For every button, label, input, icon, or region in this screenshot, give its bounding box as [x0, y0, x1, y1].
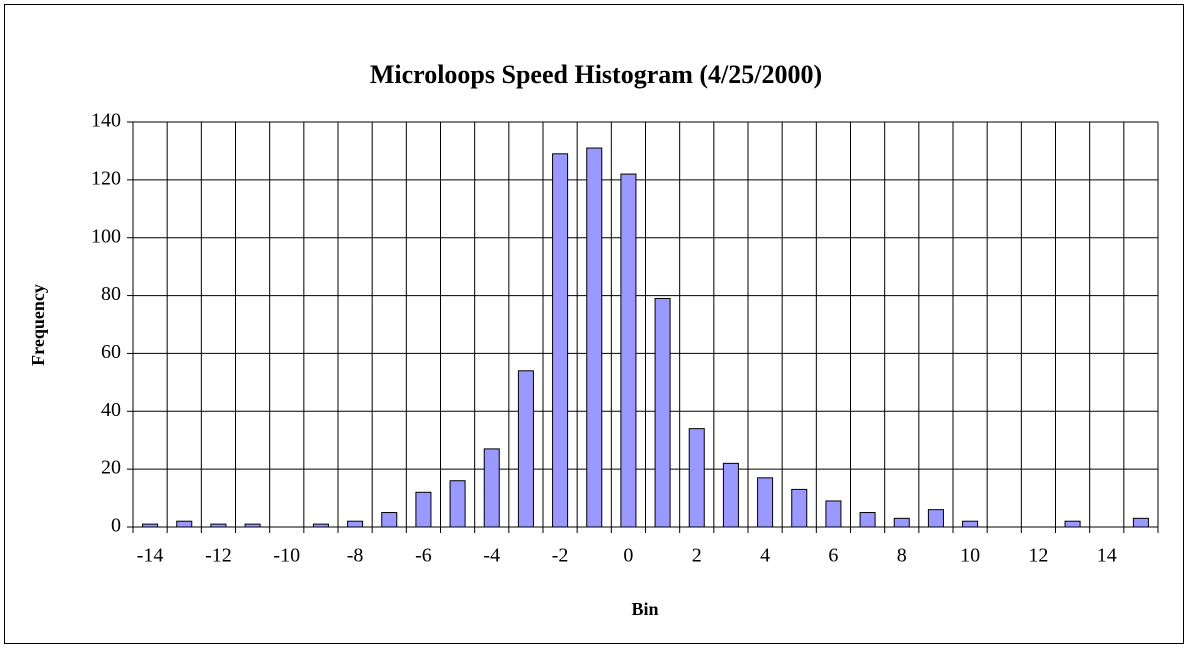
- x-tick-label: -2: [552, 545, 569, 567]
- bar: [620, 173, 637, 528]
- y-tick-label: 0: [111, 515, 121, 537]
- bar: [722, 462, 739, 528]
- x-tick-label: -12: [205, 545, 232, 567]
- x-tick-label: 4: [760, 545, 770, 567]
- bar: [893, 517, 910, 528]
- bar: [483, 448, 500, 528]
- y-tick-label: 140: [91, 110, 121, 132]
- x-tick-label: -6: [415, 545, 432, 567]
- bar: [962, 520, 979, 528]
- bar: [791, 488, 808, 528]
- bar: [449, 480, 466, 528]
- x-tick-label: 6: [828, 545, 838, 567]
- bar: [517, 370, 534, 528]
- bar: [927, 509, 944, 528]
- x-tick-label: 10: [960, 545, 980, 567]
- bar: [1132, 517, 1149, 528]
- x-tick-label: -8: [347, 545, 364, 567]
- bar: [688, 428, 705, 528]
- y-tick-label: 20: [101, 457, 121, 479]
- bar: [312, 523, 329, 528]
- bar: [176, 520, 193, 528]
- x-axis-title: Bin: [631, 599, 658, 619]
- x-tick-label: 2: [692, 545, 702, 567]
- bar: [859, 512, 876, 528]
- bar: [552, 153, 569, 528]
- bar: [210, 523, 227, 528]
- bar: [586, 147, 603, 528]
- x-tick-label: 12: [1028, 545, 1048, 567]
- y-axis-title: Frequency: [28, 284, 48, 366]
- x-tick-label: 14: [1097, 545, 1117, 567]
- y-tick-label: 120: [91, 167, 121, 189]
- chart-title: Microloops Speed Histogram (4/25/2000): [370, 60, 822, 89]
- x-tick-label: -14: [137, 545, 164, 567]
- bar: [142, 523, 159, 528]
- bar: [244, 523, 261, 528]
- bar: [654, 297, 671, 528]
- bar: [757, 477, 774, 528]
- y-tick-label: 100: [91, 225, 121, 247]
- y-tick-label: 60: [101, 341, 121, 363]
- x-tick-label: 0: [623, 545, 633, 567]
- bar: [381, 512, 398, 528]
- y-tick-label: 80: [101, 283, 121, 305]
- x-tick-label: 8: [897, 545, 907, 567]
- x-tick-label: -4: [483, 545, 500, 567]
- x-tick-label: -10: [273, 545, 300, 567]
- bar: [347, 520, 364, 528]
- bar: [825, 500, 842, 528]
- y-tick-label: 40: [101, 399, 121, 421]
- bar: [1064, 520, 1081, 528]
- bar: [415, 491, 432, 528]
